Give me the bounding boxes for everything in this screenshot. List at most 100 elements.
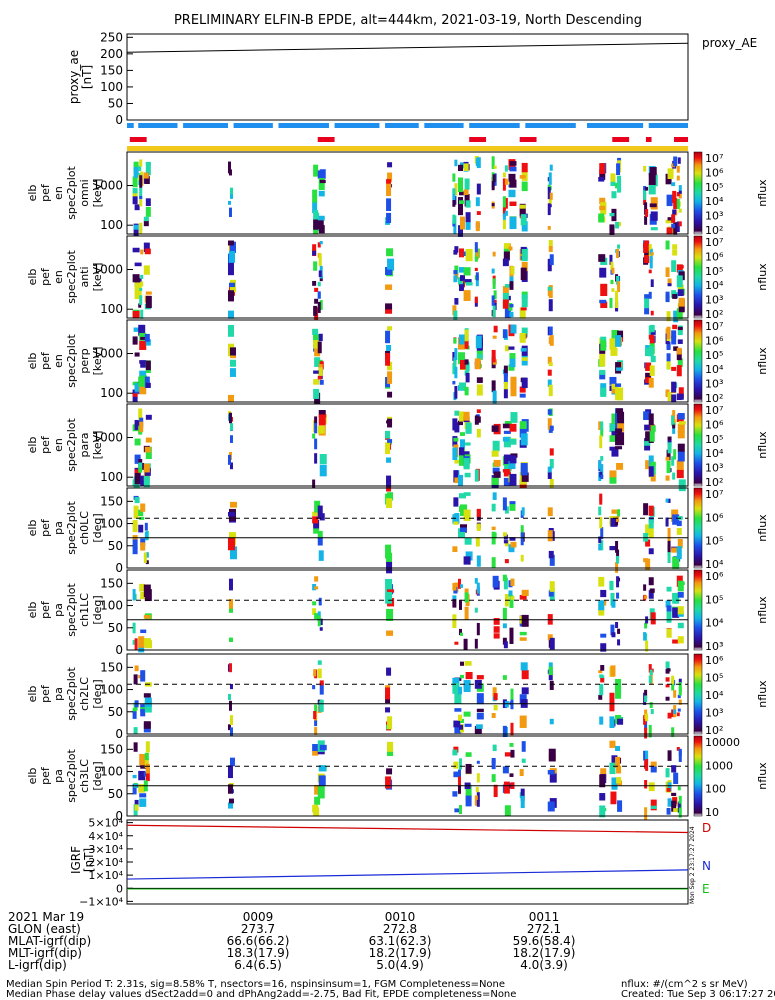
spectrogram-cell [600,421,604,431]
ytick-label: 1000 [92,347,123,361]
spectrogram-cell [313,710,317,720]
spectrogram-cell [452,214,456,224]
orbit-row-value: 272.8 [383,922,417,936]
spectrogram-cell [492,440,500,452]
spectrogram-cell [648,519,654,529]
spectrogram-cell [665,267,670,278]
spectrogram-cell [520,433,528,446]
spectrogram-cell [677,538,683,549]
spectrogram-cell [132,589,136,601]
spectrogram-cell [145,206,151,217]
spectrogram-cell [520,214,527,226]
panel-ylabel-line: spec2plot [65,501,78,555]
spectrogram-cell [145,437,152,443]
spectrogram-cell [228,637,233,642]
spectrogram-cell [644,727,648,739]
spectrogram-cell [547,471,552,480]
spectrogram-cell [317,375,322,380]
spectrogram-cell [464,723,472,727]
spectrogram-cell [520,348,527,352]
spectrogram-cell [521,261,528,273]
spectrogram-cell [509,773,514,777]
proxy-ylabel-line: [nT] [80,65,94,89]
spectrogram-cell [134,799,139,807]
spectrogram-cell [474,256,478,260]
spectrogram-cell [143,265,150,275]
spectrogram-cell [139,195,143,200]
spectrogram-cell [519,631,527,636]
spectrogram-cell [645,209,649,217]
spectrogram-cell [676,349,682,361]
spectrogram-cell [503,534,508,540]
spectrogram-cell [319,179,326,184]
spectrogram-cell [474,726,482,734]
spectrogram-cell [452,615,457,628]
colorbar-tick-label: 10000 [705,736,740,749]
spectrogram-cell [677,265,684,269]
spectrogram-cell [598,421,602,431]
colorbar-tick-label: 10⁴ [705,558,724,571]
spectrogram-cell [519,175,526,179]
spectrogram-cell [132,176,138,188]
pitch-frame [126,569,689,651]
spectrogram-cell [673,808,679,813]
spectrogram-cell [678,795,682,809]
spectrogram-cell [610,517,618,527]
spectrogram-cell [671,792,677,796]
spectrogram-cell [317,291,321,299]
spectrogram-cell [667,442,672,454]
spectrogram-cell [458,724,463,730]
spectrogram-cell [509,595,514,608]
spectrogram-cell [676,520,682,527]
spectrogram-cell [600,540,604,551]
quality-flag-bars [127,123,688,151]
flag-red-segment [645,137,652,142]
spectrogram-cell [666,194,673,207]
spectrogram-cell [465,248,473,262]
flag-blue-segment [525,123,576,128]
spectrogram-cell [474,267,478,272]
spectrogram-cell [666,311,671,322]
spectrogram-cell [385,591,393,604]
spectrogram-cell [229,546,237,560]
spectrogram-cell [672,639,680,644]
spectrogram-cell [459,504,467,516]
spectrogram-cell [319,300,323,310]
spectrogram-cell [385,544,392,558]
spectrogram-cell [665,661,670,669]
spectrogram-cell [599,299,607,304]
spectrogram-cell [600,301,608,309]
spectrogram-cell [474,296,478,304]
spectrogram-cell [548,362,553,367]
spectrogram-cell [650,355,656,363]
spectrogram-cell [317,530,323,539]
colorbar-label: nflux [756,431,769,459]
spectrogram-cell [609,254,613,265]
spectrogram-cell [145,291,152,295]
spectrogram-cell [314,727,318,735]
spectrogram-cell [611,632,616,638]
spectrogram-cell [665,696,670,701]
spectrogram-cell [598,254,606,262]
spectrogram-cell [459,632,463,636]
spectrogram-cell [677,786,681,791]
spectrogram-cell [677,430,685,439]
spectrogram-cell [454,410,460,416]
spectrogram-cell [599,805,606,818]
spectrogram-cell [314,796,321,805]
panel-ylabel-line: [deg] [91,595,104,624]
spectrogram-cell [650,310,654,316]
spectrogram-cell [491,177,495,191]
spectrogram-cell [600,527,604,540]
spectrogram-cell [519,694,527,704]
spectrogram-cell [459,661,464,666]
ytick-label: 100 [100,683,123,697]
igrf-ytick-label: 2×10⁴ [88,856,123,869]
panel-ylabel-line: elb [26,520,39,537]
spectrogram-cell [671,765,677,773]
spectrogram-cell [502,196,506,208]
orbit-row-value: 5.0(4.9) [376,958,424,972]
spectrogram-cell [502,292,509,306]
spectrogram-cell [504,345,509,352]
colorbar-tick-label: 10³ [705,378,723,391]
